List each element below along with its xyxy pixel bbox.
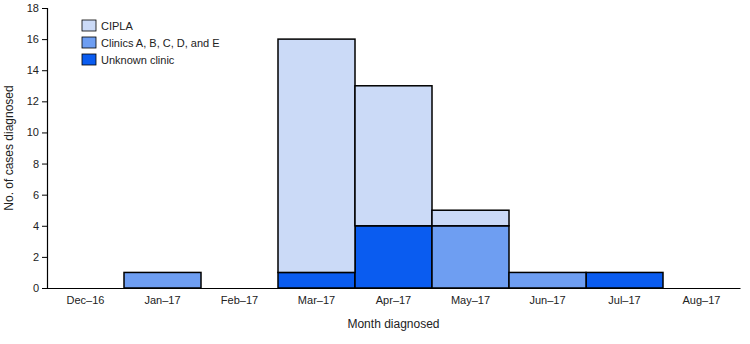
x-tick-label: Jan–17: [144, 294, 180, 306]
bar: [124, 272, 201, 288]
y-tick-mark: [42, 132, 47, 133]
x-tick-label: Apr–17: [376, 294, 411, 306]
series: [278, 39, 509, 272]
y-tick: 4: [33, 220, 47, 232]
y-tick-mark: [42, 70, 47, 71]
y-tick: 2: [33, 251, 47, 263]
x-tick: Apr–17: [376, 288, 411, 306]
y-tick: 8: [33, 158, 47, 170]
legend-label: Clinics A, B, C, D, and E: [101, 37, 220, 49]
bar: [278, 39, 355, 272]
y-tick-label: 12: [27, 95, 39, 107]
y-tick-label: 0: [33, 282, 39, 294]
y-tick: 14: [27, 64, 47, 76]
bar: [663, 287, 740, 288]
legend-swatch: [82, 37, 96, 48]
y-tick-label: 16: [27, 33, 39, 45]
bar: [201, 287, 278, 288]
x-tick-label: Mar–17: [298, 294, 335, 306]
bar: [355, 226, 432, 288]
x-tick-label: Aug–17: [683, 294, 721, 306]
y-tick-mark: [42, 257, 47, 258]
x-tick: Feb–17: [221, 288, 258, 306]
bar: [201, 287, 278, 288]
y-tick: 0: [33, 282, 47, 294]
y-tick: 12: [27, 95, 47, 107]
y-tick: 16: [27, 33, 47, 45]
x-tick-label: Jun–17: [529, 294, 565, 306]
bar: [47, 287, 124, 288]
bar: [586, 272, 663, 274]
x-tick-label: May–17: [451, 294, 490, 306]
x-tick: Jan–17: [144, 288, 180, 306]
bar: [47, 287, 124, 288]
y-tick-label: 10: [27, 126, 39, 138]
bar: [201, 287, 278, 288]
legend-item: Clinics A, B, C, D, and E: [82, 37, 220, 49]
y-tick-mark: [42, 288, 47, 289]
x-axis: Dec–16 Jan–17 Feb–17 Mar–17 Apr–17 May–17 Jun–…: [48, 288, 741, 306]
bar: [124, 272, 201, 274]
bars: [124, 39, 663, 288]
legend-swatch: [82, 20, 96, 31]
y-tick-mark: [42, 101, 47, 102]
y-tick-mark: [42, 195, 47, 196]
legend-swatch: [82, 54, 96, 65]
legend-label: CIPLA: [101, 20, 133, 32]
y-tick-label: 8: [33, 158, 39, 170]
x-axis-line: [48, 288, 741, 289]
y-axis: 0 2 4 6 8 10 12 14 16 18: [27, 2, 48, 294]
x-tick: Aug–17: [683, 288, 721, 306]
y-tick: 10: [27, 126, 47, 138]
y-tick-mark: [42, 164, 47, 165]
plot: 0 2 4 6 8 10 12 14 16 18 Dec–16 Jan–17 Feb–17 Mar–17 A…: [27, 2, 741, 306]
bar: [663, 287, 740, 288]
y-tick: 18: [27, 2, 47, 14]
x-tick-label: Feb–17: [221, 294, 258, 306]
bar: [509, 272, 586, 274]
y-tick-label: 14: [27, 64, 39, 76]
y-tick-mark: [42, 226, 47, 227]
x-axis-title: Month diagnosed: [347, 317, 439, 331]
x-tick: Mar–17: [298, 288, 335, 306]
x-tick: Jul–17: [608, 288, 640, 306]
legend-item: Unknown clinic: [82, 54, 175, 66]
bar: [586, 272, 663, 274]
x-tick-label: Jul–17: [608, 294, 640, 306]
bar: [432, 226, 509, 288]
legend-label: Unknown clinic: [101, 54, 175, 66]
bar: [586, 272, 663, 288]
bar: [47, 287, 124, 288]
y-axis-line: [42, 9, 48, 289]
y-tick-label: 18: [27, 2, 39, 14]
y-tick: 6: [33, 189, 47, 201]
x-tick: Dec–16: [67, 288, 105, 306]
y-tick-label: 4: [33, 220, 39, 232]
bar: [509, 272, 586, 288]
y-tick-label: 6: [33, 189, 39, 201]
y-tick-mark: [42, 8, 47, 9]
chart: 0 2 4 6 8 10 12 14 16 18 Dec–16 Jan–17 Feb–17 Mar–17 A…: [0, 0, 750, 344]
x-tick-label: Dec–16: [67, 294, 105, 306]
x-tick: May–17: [451, 288, 490, 306]
bar: [432, 210, 509, 226]
x-tick: Jun–17: [529, 288, 565, 306]
bar: [278, 272, 355, 288]
bar: [355, 86, 432, 226]
legend: CIPLA Clinics A, B, C, D, and E Unknown cl…: [82, 20, 220, 66]
bar: [663, 287, 740, 288]
y-tick-mark: [42, 39, 47, 40]
y-tick-label: 2: [33, 251, 39, 263]
y-axis-title: No. of cases diagnosed: [2, 85, 16, 210]
legend-item: CIPLA: [82, 20, 133, 32]
